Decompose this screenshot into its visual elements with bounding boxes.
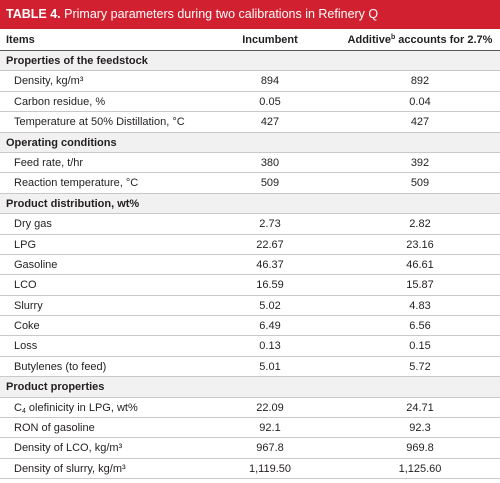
data-row: C4 olefinicity in LPG, wt% 22.09 24.71 [0, 398, 500, 419]
value-cell: 5.01 [259, 360, 281, 373]
value-cell: 24.71 [406, 401, 434, 414]
value-cell: 22.09 [256, 401, 284, 414]
value-cell: 46.37 [256, 258, 284, 271]
column-header-main: Additive [347, 34, 391, 46]
table-title: TABLE 4. Primary parameters during two c… [0, 0, 500, 29]
data-row: Density, kg/m³ 894 892 [0, 71, 500, 92]
data-row: LCO 16.59 15.87 [0, 275, 500, 296]
data-row: Slurry 5.02 4.83 [0, 296, 500, 317]
data-row: Butylenes (to feed) 5.01 5.72 [0, 357, 500, 378]
value-cell: 969.8 [406, 442, 434, 455]
item-label: Density, kg/m³ [14, 75, 84, 88]
item-label: C4 olefinicity in LPG, wt% [0, 398, 200, 417]
item-label: Butylenes (to feed) [14, 360, 107, 373]
item-label: LPG [14, 238, 37, 251]
data-row: Reaction temperature, °C 509 509 [0, 173, 500, 194]
item-label: Slurry [14, 299, 43, 312]
subscript: 4 [21, 407, 26, 415]
column-header-rest: accounts for 2.7% [395, 34, 493, 46]
table-number: TABLE 4. [6, 7, 61, 21]
value-cell: 380 [260, 156, 280, 169]
item-label: Feed rate, t/hr [14, 156, 84, 169]
item-label-main: C [14, 401, 22, 414]
item-label-rest: olefinicity in LPG, wt% [25, 401, 138, 414]
value-cell: 894 [260, 75, 280, 88]
data-row: RON of gasoline 92.1 92.3 [0, 418, 500, 439]
value-cell: 0.04 [409, 95, 431, 108]
section-row: Product distribution, wt% [0, 193, 500, 215]
value-cell: 4.83 [409, 299, 431, 312]
superscript: b [390, 34, 396, 41]
table: Items Incumbent Additiveb accounts for 2.7… [0, 29, 500, 480]
item-label: Gasoline [14, 258, 58, 271]
value-cell: 0.05 [259, 95, 281, 108]
item-label: Coke [14, 320, 40, 333]
column-header: Items [6, 34, 35, 46]
value-cell: 892 [410, 75, 430, 88]
value-cell: 392 [410, 156, 430, 169]
data-row: Density of LCO, kg/m³ 967.8 969.8 [0, 438, 500, 459]
value-cell: 15.87 [406, 279, 434, 292]
item-label: LCO [14, 279, 37, 292]
data-row: Coke 6.49 6.56 [0, 316, 500, 337]
value-cell: 2.73 [259, 218, 281, 231]
column-header: Incumbent [242, 34, 298, 46]
item-label: Temperature at 50% Distillation, °C [14, 116, 185, 129]
item-label: Carbon residue, % [14, 95, 106, 108]
section-title: Properties of the feedstock [6, 55, 148, 67]
data-row: LPG 22.67 23.16 [0, 235, 500, 255]
value-cell: 509 [260, 177, 280, 190]
value-cell: 46.61 [406, 258, 434, 271]
data-row: Dry gas 2.73 2.82 [0, 214, 500, 235]
data-row: Loss 0.13 0.15 [0, 336, 500, 357]
section-row: Product properties [0, 377, 500, 398]
value-cell: 6.56 [409, 320, 431, 333]
item-label: Density of slurry, kg/m³ [14, 462, 126, 475]
column-header: Additiveb accounts for 2.7% [340, 29, 500, 50]
value-cell: 1,125.60 [398, 462, 442, 475]
value-cell: 0.15 [409, 340, 431, 353]
section-title: Operating conditions [6, 136, 117, 149]
value-cell: 23.16 [406, 238, 434, 251]
value-cell: 509 [410, 177, 430, 190]
data-row: Density of slurry, kg/m³ 1,119.50 1,125.60 [0, 459, 500, 480]
section-row: Properties of the feedstock [0, 51, 500, 72]
data-row: Gasoline 46.37 46.61 [0, 255, 500, 276]
value-cell: 2.82 [409, 218, 431, 231]
value-cell: 16.59 [256, 279, 284, 292]
value-cell: 92.3 [409, 422, 431, 435]
value-cell: 1,119.50 [248, 462, 291, 475]
value-cell: 0.13 [259, 340, 281, 353]
data-row: Temperature at 50% Distillation, °C 427 42… [0, 112, 500, 133]
value-cell: 22.67 [256, 238, 284, 251]
section-title: Product distribution, wt% [6, 197, 140, 210]
value-cell: 92.1 [259, 422, 281, 435]
data-row: Carbon residue, % 0.05 0.04 [0, 92, 500, 113]
section-title: Product properties [6, 381, 105, 394]
item-label: Density of LCO, kg/m³ [14, 442, 123, 455]
item-label: Loss [14, 340, 38, 353]
data-row: Feed rate, t/hr 380 392 [0, 153, 500, 174]
value-cell: 967.8 [256, 442, 284, 455]
value-cell: 427 [260, 116, 280, 129]
item-label: Dry gas [14, 218, 52, 231]
title-text: Primary parameters during two calibratio… [64, 7, 379, 21]
item-label: Reaction temperature, °C [14, 177, 139, 190]
header-row: Items Incumbent Additiveb accounts for 2.7… [0, 29, 500, 51]
value-cell: 6.49 [259, 320, 281, 333]
item-label: RON of gasoline [14, 422, 95, 435]
value-cell: 5.72 [409, 360, 431, 373]
section-row: Operating conditions [0, 132, 500, 153]
value-cell: 427 [410, 116, 430, 129]
value-cell: 5.02 [259, 299, 281, 312]
